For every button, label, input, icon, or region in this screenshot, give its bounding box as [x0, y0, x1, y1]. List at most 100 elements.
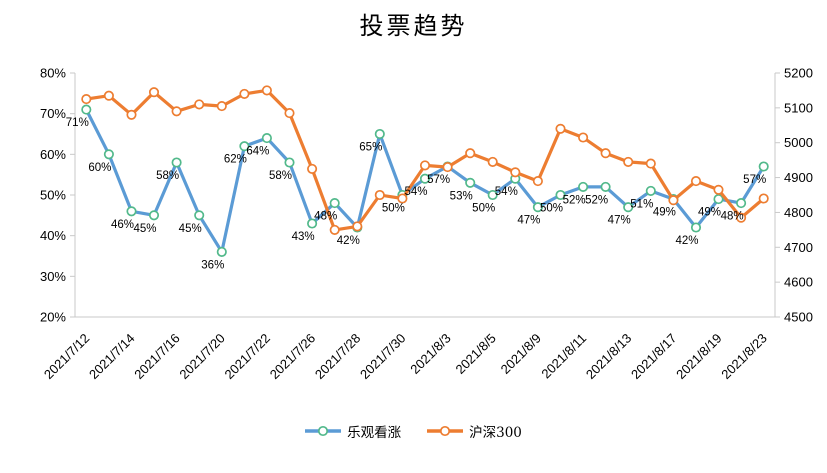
data-point-marker	[736, 198, 747, 209]
data-point-marker	[713, 194, 724, 205]
data-point-marker	[171, 106, 182, 117]
svg-text:2021/7/12: 2021/7/12	[41, 331, 93, 383]
svg-text:5100: 5100	[784, 100, 813, 115]
svg-text:50%: 50%	[382, 203, 405, 215]
data-point-marker	[261, 133, 272, 144]
data-point-marker	[171, 157, 182, 168]
data-point-marker	[307, 218, 318, 229]
data-point-marker	[126, 109, 137, 120]
svg-text:53%: 53%	[450, 190, 473, 202]
data-point-marker	[465, 177, 476, 188]
data-point-marker	[216, 101, 227, 112]
svg-text:5200: 5200	[784, 66, 813, 81]
data-point-marker	[419, 160, 431, 171]
svg-text:2021/7/22: 2021/7/22	[222, 331, 274, 383]
svg-text:4900: 4900	[784, 170, 813, 185]
svg-text:2021/7/28: 2021/7/28	[312, 331, 364, 383]
svg-text:64%: 64%	[246, 146, 269, 158]
svg-text:2021/7/20: 2021/7/20	[176, 331, 228, 383]
svg-text:42%: 42%	[337, 235, 360, 247]
data-point-marker	[487, 156, 498, 167]
svg-text:60%: 60%	[40, 147, 66, 162]
legend-item-optimistic: 乐观看涨	[305, 421, 401, 441]
data-point-marker	[374, 128, 385, 140]
svg-text:70%: 70%	[40, 106, 66, 121]
data-point-marker	[194, 99, 205, 110]
svg-text:49%: 49%	[698, 207, 721, 219]
data-point-marker	[352, 221, 363, 232]
data-point-marker	[329, 224, 340, 235]
data-point-marker	[419, 173, 431, 184]
data-point-marker	[465, 148, 476, 159]
series-hs300	[81, 85, 769, 235]
svg-text:45%: 45%	[179, 223, 202, 235]
data-labels: 71%60%46% 45%58%45%36%62%64%58%43%48%42%6…	[66, 117, 766, 271]
svg-text:46%: 46%	[111, 219, 134, 231]
right-axis: 5200 5100 5000 4900 4800 4700 4600 4500	[774, 66, 813, 325]
data-point-marker	[126, 206, 137, 217]
data-point-marker	[555, 189, 566, 201]
data-point-marker	[532, 202, 543, 213]
data-point-marker	[103, 90, 114, 101]
svg-text:2021/7/16: 2021/7/16	[131, 331, 183, 383]
data-point-marker	[307, 163, 318, 174]
data-point-marker	[645, 185, 656, 196]
svg-text:4800: 4800	[784, 205, 813, 220]
data-point-marker	[758, 193, 769, 204]
data-point-marker	[668, 195, 679, 206]
svg-text:5000: 5000	[784, 135, 813, 150]
svg-text:71%: 71%	[66, 117, 89, 129]
svg-text:47%: 47%	[517, 215, 540, 227]
svg-text:60%: 60%	[88, 162, 111, 174]
data-point-marker	[261, 85, 272, 96]
svg-text:2021/8/23: 2021/8/23	[718, 331, 770, 383]
svg-text:4600: 4600	[784, 275, 813, 290]
svg-text:2021/8/5: 2021/8/5	[452, 331, 498, 377]
data-point-marker	[148, 87, 160, 98]
data-point-marker	[645, 158, 656, 169]
svg-text:50%: 50%	[472, 203, 495, 215]
data-point-marker	[284, 157, 295, 168]
svg-text:48%: 48%	[314, 211, 337, 223]
svg-text:52%: 52%	[585, 194, 608, 206]
legend-label-hs300: 沪深300	[469, 425, 522, 441]
plot-area: 80% 70% 60% 50% 40% 30% 20% 5200 5100 5000 4900 480…	[40, 66, 813, 383]
x-axis: 2021/7/122021/7/142021/7/162021/7/202021…	[41, 316, 775, 383]
legend-line-marker-icon	[305, 425, 342, 437]
svg-text:2021/7/30: 2021/7/30	[357, 331, 409, 383]
svg-text:2021/8/13: 2021/8/13	[583, 331, 635, 383]
legend: 乐观看涨 沪深300	[0, 421, 827, 441]
svg-text:2021/8/9: 2021/8/9	[498, 331, 544, 377]
data-point-marker	[81, 104, 92, 115]
data-point-marker	[758, 161, 769, 172]
data-point-marker	[487, 189, 498, 201]
data-point-marker	[510, 167, 521, 178]
svg-text:2021/8/11: 2021/8/11	[538, 331, 589, 382]
svg-text:36%: 36%	[201, 259, 224, 271]
data-point-marker	[374, 189, 385, 201]
series-optimistic	[81, 104, 769, 257]
svg-text:40%: 40%	[40, 228, 66, 243]
svg-text:45%: 45%	[133, 223, 156, 235]
svg-text:58%: 58%	[269, 170, 292, 182]
svg-text:57%: 57%	[743, 174, 766, 186]
svg-text:54%: 54%	[404, 186, 427, 198]
data-point-marker	[81, 94, 92, 105]
svg-text:30%: 30%	[40, 269, 66, 284]
data-point-marker	[736, 212, 747, 223]
data-point-marker	[623, 156, 634, 167]
svg-text:2021/8/17: 2021/8/17	[628, 331, 680, 383]
legend-label-optimistic: 乐观看涨	[347, 425, 402, 441]
data-point-marker	[578, 132, 589, 143]
svg-text:2021/7/14: 2021/7/14	[86, 331, 138, 383]
data-point-marker	[578, 181, 589, 192]
legend-item-hs300: 沪深300	[427, 421, 522, 441]
data-point-marker	[216, 246, 227, 257]
svg-text:50%: 50%	[540, 203, 563, 215]
svg-text:52%: 52%	[563, 194, 586, 206]
data-point-marker	[600, 148, 611, 159]
data-point-marker	[239, 88, 250, 99]
legend-line-marker-icon	[427, 425, 464, 437]
data-point-marker	[442, 162, 453, 173]
svg-text:2021/8/3: 2021/8/3	[407, 331, 453, 377]
